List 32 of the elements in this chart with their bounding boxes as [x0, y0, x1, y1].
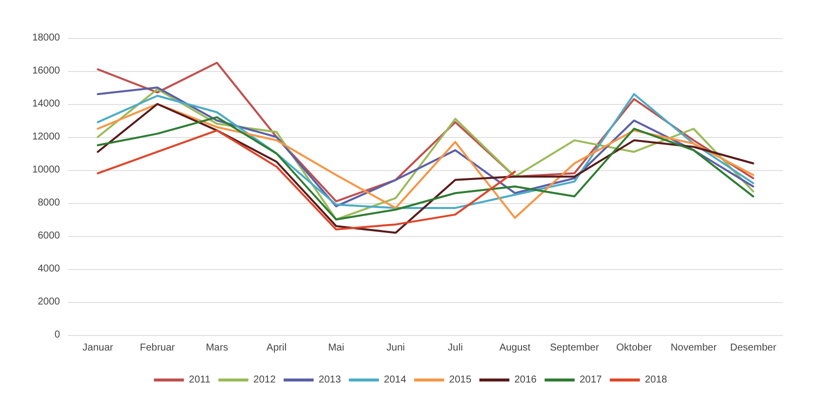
line-series	[96, 62, 754, 202]
x-tick-label: Mai	[328, 342, 344, 354]
legend-label: 2014	[384, 374, 407, 386]
x-tick-label: Juli	[448, 342, 463, 354]
line-series	[96, 129, 516, 230]
x-tick-label: Juni	[386, 342, 405, 354]
y-tick-label: 14000	[32, 98, 60, 110]
y-tick-label: 18000	[32, 32, 60, 44]
x-tick-label: Februar	[140, 342, 176, 354]
x-tick-label: Oktober	[616, 342, 652, 354]
y-tick-label: 4000	[38, 264, 60, 274]
x-tick-label: Desember	[730, 342, 777, 354]
x-tick-label: April	[266, 342, 287, 354]
y-tick-label: 12000	[32, 132, 60, 142]
y-tick-label: 6000	[38, 230, 60, 242]
x-tick-label: November	[670, 342, 718, 354]
legend-label: 2013	[318, 374, 342, 386]
y-tick-label: 2000	[38, 296, 60, 308]
legend-label: 2016	[514, 374, 538, 386]
x-tick-label: September	[550, 342, 600, 354]
x-tick-label: Mars	[206, 342, 228, 354]
legend-label: 2011	[188, 374, 211, 386]
x-tick-label: Januar	[82, 342, 114, 354]
x-tick-label: August	[499, 342, 531, 354]
legend-label: 2015	[449, 374, 472, 386]
legend-label: 2017	[580, 374, 602, 386]
y-tick-label: 8000	[38, 198, 60, 208]
legend-label: 2012	[253, 374, 276, 386]
y-tick-label: 16000	[32, 66, 60, 76]
y-tick-label: 10000	[32, 164, 60, 176]
legend-label: 2018	[644, 374, 668, 386]
y-tick-label: 0	[54, 330, 60, 340]
